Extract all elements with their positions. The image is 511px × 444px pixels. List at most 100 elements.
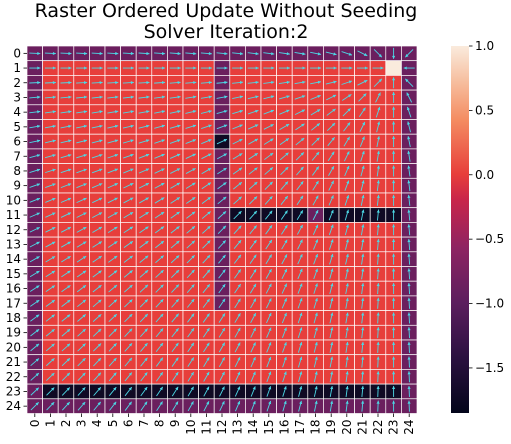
x-tick-label: 17 (293, 420, 307, 435)
flow-arrow-head (190, 372, 194, 376)
x-tick-label: 7 (137, 420, 151, 428)
x-tick-label: 4 (90, 420, 104, 428)
flow-arrow-head (316, 123, 320, 127)
flow-arrow-head (51, 270, 56, 274)
flow-arrow-head (317, 52, 321, 56)
flow-arrow-head (98, 285, 102, 289)
flow-arrow-head (238, 182, 242, 186)
flow-arrow-head (284, 283, 287, 287)
flow-arrow-head (192, 110, 197, 114)
flow-arrow-head (175, 372, 179, 376)
flow-arrow-head (176, 240, 180, 245)
flow-arrow-head (253, 240, 257, 244)
x-tick-label: 10 (184, 420, 198, 435)
flow-arrow-head (193, 66, 197, 70)
y-tick-label: 8 (13, 164, 21, 178)
flow-arrow-head (37, 95, 41, 99)
flow-arrow-head (99, 139, 103, 143)
flow-arrow-head (83, 183, 87, 187)
flow-arrow-head (192, 124, 197, 128)
flow-arrow-head (36, 212, 40, 216)
flow-arrow-head (113, 270, 118, 274)
flow-arrow-head (35, 373, 39, 377)
flow-arrow-head (35, 300, 40, 304)
flow-arrow-head (407, 297, 411, 301)
flow-arrow-head (128, 328, 133, 332)
flow-arrow-head (144, 284, 149, 289)
flow-arrow-head (330, 268, 334, 272)
flow-arrow-head (145, 139, 150, 143)
y-tick-label: 23 (6, 384, 21, 398)
flow-arrow-head (269, 167, 273, 171)
flow-arrow-head (237, 298, 241, 302)
y-tick-label: 22 (6, 370, 21, 384)
flow-arrow-head (68, 124, 72, 128)
flow-arrow-head (206, 284, 210, 288)
flow-arrow-head (302, 52, 306, 56)
flow-arrow-head (361, 194, 365, 199)
flow-arrow-head (376, 136, 381, 140)
flow-arrow-head (82, 328, 86, 333)
x-tick-label: 23 (387, 420, 401, 435)
flow-arrow-head (113, 299, 117, 303)
flow-arrow-head (285, 152, 289, 156)
flow-arrow-head (128, 372, 132, 376)
flow-arrow-head (175, 357, 179, 361)
flow-arrow-head (284, 268, 287, 273)
flow-arrow-head (299, 312, 303, 317)
flow-arrow-head (301, 109, 305, 113)
flow-arrow-head (160, 212, 165, 215)
flow-arrow-head (145, 197, 149, 201)
flow-arrow-head (315, 210, 319, 214)
flow-arrow-head (345, 400, 349, 404)
flow-arrow-head (314, 327, 318, 331)
colorbar-tick-label: 0.5 (475, 103, 494, 117)
flow-arrow-head (207, 168, 212, 172)
flow-arrow-head (97, 372, 101, 376)
flow-arrow-head (407, 150, 411, 155)
flow-arrow-head (345, 209, 350, 214)
flow-arrow-head (363, 93, 367, 97)
flow-arrow-head (129, 241, 133, 245)
flow-arrow-head (191, 197, 196, 201)
flow-arrow-head (82, 314, 86, 318)
flow-arrow-head (376, 283, 380, 287)
flow-arrow-head (392, 238, 396, 242)
flow-arrow-head (36, 256, 40, 260)
flow-arrow-head (128, 401, 132, 406)
flow-arrow-head (299, 327, 303, 331)
flow-arrow-head (161, 110, 165, 114)
flow-arrow-head (177, 139, 181, 143)
flow-arrow-head (346, 136, 350, 141)
flow-arrow-head (98, 226, 102, 230)
y-tick-label: 16 (6, 282, 21, 296)
flow-arrow-head (36, 183, 40, 187)
flow-arrow-head (407, 371, 411, 375)
flow-arrow-head (238, 153, 243, 157)
flow-arrow-head (52, 154, 56, 158)
flow-arrow-head (285, 124, 290, 127)
flow-arrow-head (348, 80, 353, 84)
flow-arrow-head (285, 138, 289, 142)
flow-arrow-head (66, 343, 71, 347)
flow-arrow-head (192, 139, 196, 143)
flow-arrow-head (84, 66, 88, 70)
flow-arrow-head (83, 227, 87, 230)
flow-arrow-head (237, 269, 241, 273)
flow-arrow-head (346, 151, 350, 155)
flow-arrow-head (113, 387, 117, 391)
flow-arrow-head (361, 224, 365, 228)
flow-arrow-head (407, 312, 411, 316)
flow-arrow-head (68, 81, 72, 85)
flow-arrow-head (113, 285, 118, 289)
colorbar-tick-label: 1.0 (475, 39, 494, 53)
flow-arrow-head (82, 402, 86, 406)
flow-arrow-head (206, 313, 210, 317)
flow-arrow-head (115, 110, 119, 114)
flow-arrow-head (283, 298, 287, 302)
flow-arrow-head (346, 195, 350, 199)
flow-arrow-head (314, 268, 318, 273)
flow-arrow-head (407, 327, 411, 331)
x-tick-label: 2 (59, 420, 73, 428)
flow-arrow-head (82, 270, 87, 274)
